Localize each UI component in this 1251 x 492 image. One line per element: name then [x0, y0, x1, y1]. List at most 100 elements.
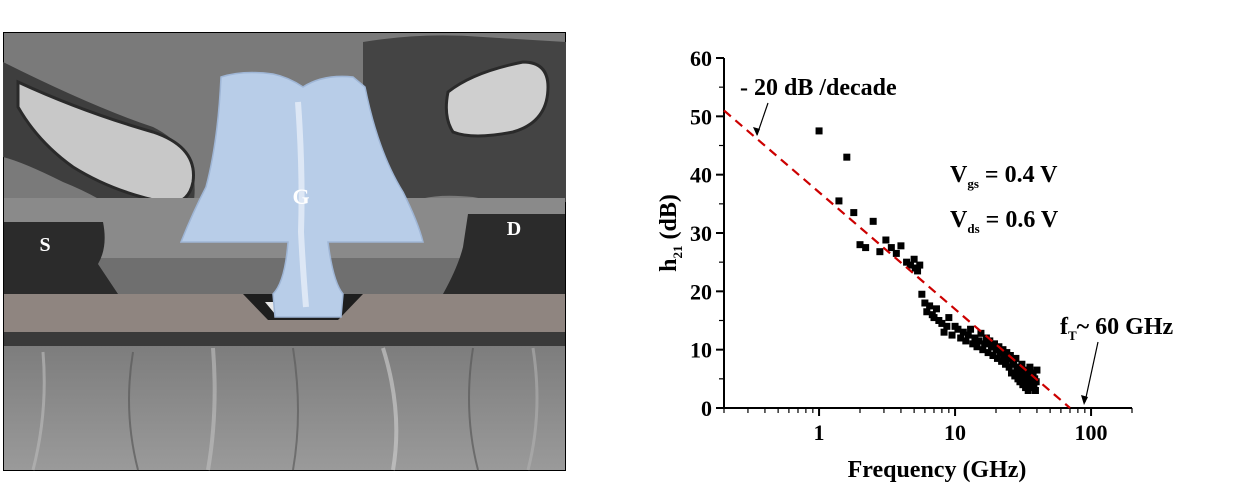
data-point: [926, 302, 934, 310]
y-tick-label: 50: [690, 104, 712, 129]
data-point: [1029, 369, 1037, 377]
drain-label: D: [507, 218, 521, 240]
data-point: [1023, 369, 1031, 377]
x-tick-label: 1: [814, 420, 825, 445]
data-point: [897, 242, 905, 250]
data-point: [979, 346, 987, 354]
data-point: [954, 325, 962, 333]
data-point: [930, 314, 938, 322]
data-point: [962, 337, 970, 345]
data-point: [1024, 387, 1032, 394]
data-point: [932, 305, 940, 313]
data-point: [1031, 387, 1039, 394]
data-point: [943, 322, 951, 330]
ft-main: f: [1060, 314, 1069, 340]
y-axis-title: h21 (dB): [656, 194, 685, 272]
axes: [723, 58, 1132, 409]
ft-arrowhead: [1081, 395, 1088, 405]
data-point: [876, 248, 884, 256]
x-axis-ticks: 1 10 100: [723, 408, 1133, 445]
vds-sub: ds: [967, 221, 979, 236]
data-point: [918, 290, 926, 298]
data-point: [916, 261, 924, 269]
data-point: [959, 328, 967, 336]
data-point: [1032, 378, 1040, 386]
y-axis-title-rest: (dB): [656, 194, 682, 245]
slope-arrowhead: [753, 127, 760, 136]
data-point: [973, 343, 981, 351]
fit-line: [723, 109, 1071, 409]
data-point: [986, 337, 994, 345]
data-point: [850, 209, 858, 217]
data-point: [1033, 366, 1041, 374]
data-point: [981, 340, 989, 348]
data-point: [991, 340, 999, 348]
y-axis-ticks: 0 10 20 30 40 50 60: [690, 46, 724, 421]
tem-cross-section-image: G S D: [3, 32, 566, 471]
data-point: [967, 325, 975, 333]
ft-sub: T: [1068, 328, 1077, 343]
y-tick-label: 60: [690, 46, 712, 71]
data-point: [856, 241, 864, 249]
data-point: [938, 319, 946, 327]
vgs-rest: = 0.4 V: [979, 162, 1058, 188]
data-point: [977, 329, 985, 337]
data-point: [903, 258, 911, 266]
data-point: [892, 249, 900, 257]
data-point: [887, 244, 895, 252]
data-point: [906, 261, 914, 269]
data-point: [940, 328, 948, 336]
data-point: [964, 331, 972, 339]
y-tick-label: 20: [690, 279, 712, 304]
data-point: [921, 299, 929, 307]
x-axis-title: Frequency (GHz): [848, 457, 1027, 483]
vgs-annotation: Vgs = 0.4 V: [950, 162, 1058, 191]
y-tick-label: 0: [701, 396, 712, 421]
data-point: [1002, 360, 1010, 368]
gate-label: G: [292, 184, 309, 209]
data-point: [835, 197, 843, 205]
data-point: [914, 267, 922, 275]
data-point: [843, 153, 851, 161]
data-point: [948, 331, 956, 339]
data-point: [993, 354, 1001, 362]
y-tick-label: 40: [690, 163, 712, 188]
svg-text:h21 (dB): h21 (dB): [656, 194, 685, 272]
y-axis-title-main: h: [656, 258, 682, 271]
data-point: [1010, 360, 1018, 368]
y-tick-label: 30: [690, 221, 712, 246]
x-tick-label: 10: [944, 420, 966, 445]
ft-arrow: [1084, 341, 1099, 403]
data-point: [989, 352, 997, 359]
h21-frequency-chart: 1 10 100 0 10 20 30 40 50 60 Frequency (GHz) h21…: [656, 46, 1173, 483]
data-point: [957, 334, 965, 342]
data-point: [945, 314, 953, 322]
data-point: [1018, 360, 1026, 368]
data-point: [1005, 363, 1013, 371]
data-point: [882, 236, 890, 244]
data-point: [815, 127, 823, 135]
data-point: [869, 217, 877, 225]
vds-annotation: Vds = 0.6 V: [950, 207, 1059, 236]
data-points: [815, 127, 1041, 394]
data-point: [1026, 363, 1034, 371]
ft-annotation: fT~ 60 GHz: [1060, 314, 1173, 343]
slope-annotation: - 20 dB /decade: [740, 75, 897, 101]
vgs-sub: gs: [967, 176, 979, 191]
source-label: S: [39, 234, 50, 256]
data-point: [862, 244, 870, 252]
vds-main: V: [950, 207, 968, 233]
data-point: [984, 349, 992, 357]
data-point: [1003, 349, 1011, 357]
vds-rest: = 0.6 V: [980, 207, 1059, 233]
x-tick-label: 100: [1075, 420, 1108, 445]
data-point: [971, 334, 979, 342]
y-tick-label: 10: [690, 338, 712, 363]
y-axis-title-sub: 21: [670, 245, 685, 258]
data-point: [969, 340, 977, 348]
data-point: [998, 357, 1006, 365]
vgs-main: V: [950, 162, 968, 188]
data-point: [923, 308, 931, 316]
ft-rest: ~ 60 GHz: [1077, 314, 1174, 340]
data-point: [910, 255, 918, 263]
